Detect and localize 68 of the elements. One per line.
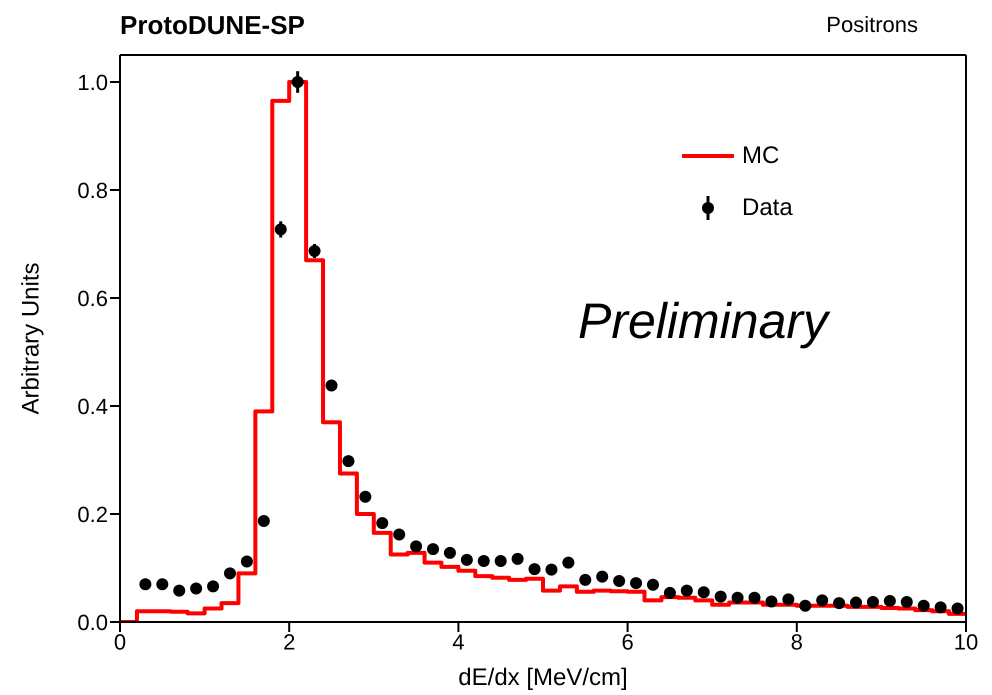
point (664, 586, 676, 599)
point (427, 543, 440, 556)
point (139, 578, 152, 590)
point (528, 563, 541, 576)
point (630, 577, 642, 590)
chart-title: ProtoDUNE-SP (120, 10, 305, 41)
point (613, 574, 626, 587)
point (359, 490, 372, 503)
point (884, 594, 896, 607)
point (799, 600, 812, 612)
x-tick-label: 0 (114, 630, 126, 655)
y-tick-label: 0.8 (77, 178, 108, 203)
point (460, 554, 473, 566)
point (274, 223, 287, 236)
point (732, 592, 744, 604)
point (562, 556, 574, 569)
x-tick-label: 6 (621, 630, 634, 655)
point (326, 379, 338, 392)
point (765, 595, 778, 608)
y-tick-label: 0.0 (77, 610, 108, 635)
point (680, 584, 693, 597)
point (376, 517, 388, 530)
point (900, 596, 913, 608)
point (224, 567, 236, 580)
point (292, 76, 304, 88)
x-axis-title: dE/dx [MeV/cm] (458, 664, 628, 691)
chart-subtitle: Positrons (826, 12, 918, 38)
point (714, 590, 727, 603)
legend-label: Data (742, 194, 793, 222)
point (748, 592, 760, 604)
point (816, 594, 828, 606)
point (866, 596, 879, 608)
x-tick-label: 4 (452, 630, 465, 655)
point (698, 586, 710, 598)
point (190, 582, 202, 595)
point (952, 602, 964, 614)
point (173, 584, 186, 597)
point (833, 597, 846, 610)
point (444, 546, 456, 559)
point (934, 601, 947, 614)
point (258, 515, 270, 528)
point (850, 596, 862, 609)
x-tick-label: 2 (283, 630, 296, 655)
point (596, 570, 608, 583)
x-tick-label: 8 (790, 630, 803, 655)
point (308, 245, 321, 258)
y-tick-label: 0.6 (77, 286, 108, 311)
point (410, 540, 422, 552)
legend-label: MC (742, 142, 780, 170)
annotation: Preliminary (578, 292, 828, 350)
y-tick-label: 0.4 (77, 394, 108, 419)
point (646, 578, 659, 591)
point (579, 574, 592, 586)
point (342, 455, 354, 468)
point (545, 564, 558, 576)
point (393, 528, 406, 541)
point (207, 580, 220, 592)
point (240, 556, 253, 568)
y-tick-label: 1.0 (77, 70, 108, 95)
x-tick-label: 10 (954, 630, 978, 655)
point (782, 593, 794, 606)
point (494, 554, 507, 567)
point (512, 552, 524, 565)
y-axis-title: Arbitrary Units (18, 262, 45, 415)
point (918, 600, 930, 612)
point (478, 554, 490, 567)
point (156, 578, 168, 590)
y-tick-label: 0.2 (77, 502, 108, 527)
